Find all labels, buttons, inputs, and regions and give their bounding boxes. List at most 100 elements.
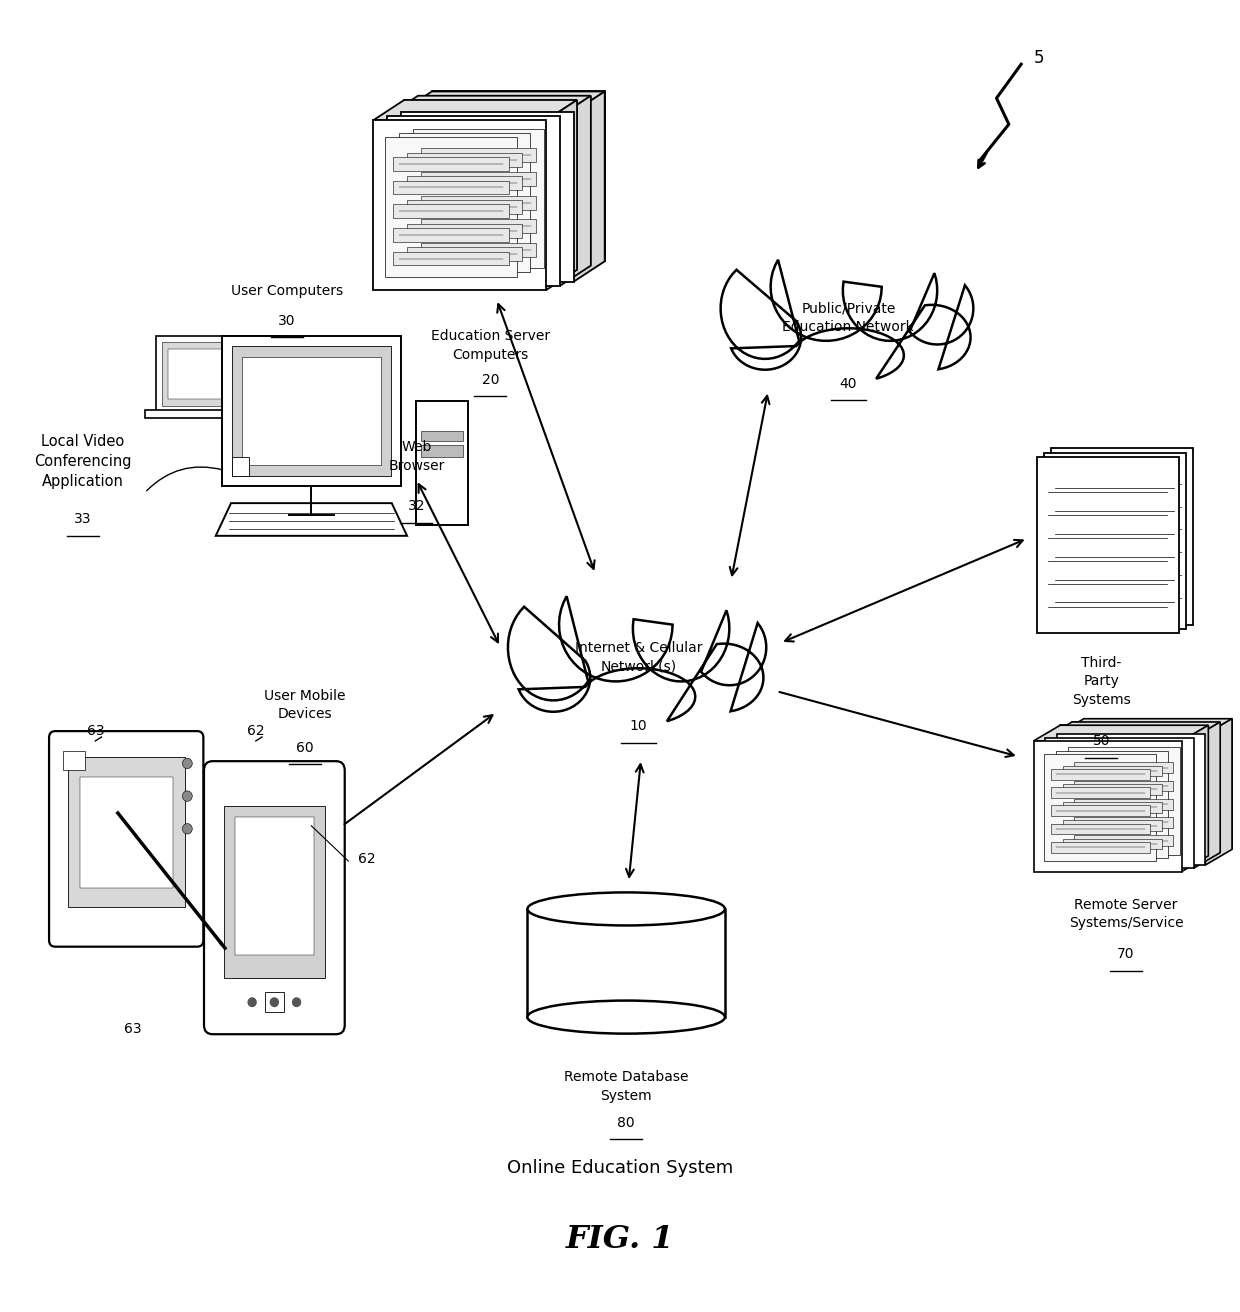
Polygon shape	[1045, 722, 1220, 737]
Polygon shape	[1068, 748, 1180, 854]
Polygon shape	[216, 502, 407, 535]
Text: 20: 20	[481, 373, 500, 387]
Polygon shape	[413, 129, 544, 268]
Bar	[420, 219, 537, 234]
Text: Education Server
Computers: Education Server Computers	[430, 329, 551, 362]
Bar	[1050, 806, 1149, 816]
Bar	[232, 458, 249, 476]
Text: User Mobile
Devices: User Mobile Devices	[264, 689, 346, 722]
Text: 50: 50	[1092, 735, 1110, 748]
Text: Remote Database
System: Remote Database System	[564, 1071, 688, 1102]
Text: 10: 10	[630, 719, 647, 733]
Bar	[1050, 787, 1149, 798]
Text: 63: 63	[124, 1022, 141, 1035]
Text: Web
Browser: Web Browser	[388, 441, 444, 472]
Polygon shape	[574, 92, 605, 282]
Bar	[1063, 785, 1162, 795]
Bar	[1050, 824, 1149, 834]
Bar	[393, 252, 508, 265]
Polygon shape	[373, 121, 546, 290]
Bar	[1050, 842, 1149, 853]
Circle shape	[248, 997, 257, 1008]
Polygon shape	[1194, 722, 1220, 869]
Bar	[234, 817, 314, 955]
Text: 70: 70	[1117, 947, 1135, 962]
FancyBboxPatch shape	[205, 761, 345, 1034]
Text: Public/Private
Education Network: Public/Private Education Network	[782, 302, 914, 333]
Bar	[1074, 762, 1173, 773]
Bar	[1063, 802, 1162, 813]
Bar	[407, 176, 522, 190]
Bar	[145, 409, 293, 419]
Bar	[1074, 836, 1173, 846]
Bar	[420, 148, 537, 163]
Text: 32: 32	[408, 500, 425, 513]
Circle shape	[269, 997, 279, 1008]
Polygon shape	[432, 92, 605, 261]
Bar	[242, 357, 381, 466]
Text: 63: 63	[87, 724, 104, 737]
Text: 33: 33	[74, 512, 92, 526]
Text: User Computers: User Computers	[231, 283, 342, 298]
Bar	[393, 205, 508, 218]
Bar	[407, 199, 522, 214]
Bar	[222, 336, 401, 487]
Polygon shape	[1033, 726, 1208, 741]
Polygon shape	[559, 96, 591, 286]
Bar	[162, 342, 275, 405]
Bar	[156, 336, 281, 412]
Bar	[265, 992, 284, 1012]
Bar	[420, 445, 463, 457]
Bar	[1063, 820, 1162, 830]
Bar	[1063, 766, 1162, 777]
Bar	[1074, 817, 1173, 828]
Bar	[1074, 781, 1173, 791]
Text: 40: 40	[839, 377, 857, 391]
Bar	[1044, 453, 1185, 628]
Polygon shape	[1058, 719, 1233, 735]
Circle shape	[182, 791, 192, 802]
Bar	[527, 909, 725, 1017]
Text: 62: 62	[247, 724, 264, 737]
Bar	[407, 223, 522, 237]
Polygon shape	[546, 100, 577, 290]
Bar	[223, 806, 325, 977]
Text: 62: 62	[358, 851, 376, 866]
Bar	[1063, 838, 1162, 849]
Text: Local Video
Conferencing
Application: Local Video Conferencing Application	[35, 434, 131, 488]
FancyBboxPatch shape	[50, 731, 203, 947]
Bar	[63, 750, 84, 770]
Polygon shape	[399, 133, 531, 273]
Text: 5: 5	[1033, 49, 1044, 67]
Text: FIG. 1: FIG. 1	[565, 1224, 675, 1256]
Text: Remote Server
Systems/Service: Remote Server Systems/Service	[1069, 897, 1183, 930]
Polygon shape	[387, 115, 559, 286]
Text: Internet & Cellular
Network(s): Internet & Cellular Network(s)	[575, 640, 702, 673]
Ellipse shape	[527, 1001, 725, 1034]
Bar	[420, 172, 537, 186]
Polygon shape	[1055, 750, 1168, 858]
Ellipse shape	[527, 892, 725, 925]
Bar	[393, 181, 508, 194]
Polygon shape	[508, 596, 766, 722]
Bar	[79, 777, 172, 888]
Circle shape	[291, 997, 301, 1008]
Text: 60: 60	[296, 741, 314, 754]
Polygon shape	[1205, 719, 1233, 865]
Bar	[407, 247, 522, 261]
Polygon shape	[1060, 726, 1208, 855]
Polygon shape	[401, 92, 605, 112]
Polygon shape	[1182, 726, 1208, 871]
Bar	[169, 349, 269, 399]
Polygon shape	[1058, 735, 1205, 865]
Polygon shape	[387, 96, 591, 115]
Bar	[420, 243, 537, 257]
Bar	[1074, 799, 1173, 810]
Circle shape	[182, 758, 192, 769]
Text: 30: 30	[278, 314, 295, 328]
Bar	[1037, 457, 1178, 634]
Polygon shape	[401, 112, 574, 282]
Circle shape	[182, 824, 192, 834]
Bar	[407, 152, 522, 167]
Polygon shape	[1044, 754, 1157, 861]
